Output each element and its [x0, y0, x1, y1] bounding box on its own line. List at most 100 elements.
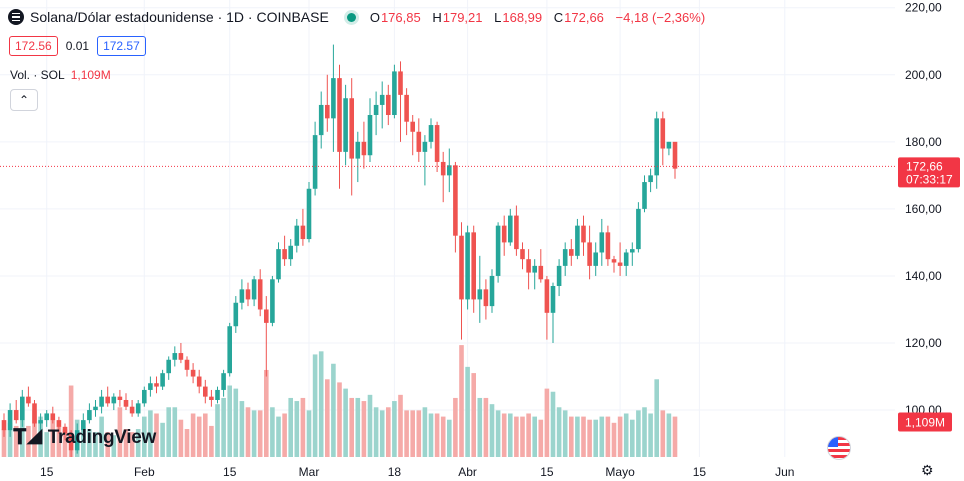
collapse-legend-button[interactable]: ⌃ — [10, 89, 38, 111]
volume-bar — [386, 407, 391, 457]
candle — [386, 94, 391, 115]
volume-bar — [1, 429, 7, 457]
candle — [538, 265, 544, 280]
x-tick-label: Abr — [458, 465, 477, 479]
candle — [160, 373, 165, 387]
volume-bar — [422, 407, 428, 457]
symbol-title[interactable]: Solana/Dólar estadounidense · 1D · COINB… — [30, 9, 329, 25]
candle — [416, 131, 422, 152]
candle — [648, 175, 653, 183]
tradingview-logo[interactable]: 𝐓◢ TradingView — [13, 426, 156, 450]
volume-bar — [642, 407, 647, 457]
candle — [87, 410, 92, 421]
x-tick-label: Jun — [775, 465, 794, 479]
volume-bar — [7, 422, 13, 457]
symbol-legend: Solana/Dólar estadounidense · 1D · COINB… — [8, 9, 705, 25]
candle — [355, 141, 361, 159]
volume-bar — [239, 401, 245, 457]
volume-legend: Vol. · SOL 1,109M — [10, 68, 111, 82]
candle — [453, 165, 458, 236]
volume-bar — [410, 410, 415, 457]
candle — [306, 188, 312, 240]
candle — [251, 279, 257, 300]
volume-bar — [514, 416, 519, 457]
volume-bar — [587, 419, 592, 457]
volume-bar — [447, 419, 452, 457]
candle — [196, 376, 202, 387]
volume-bar — [562, 410, 568, 457]
volume-bar — [355, 397, 361, 457]
candle — [556, 265, 562, 286]
candle — [337, 78, 342, 152]
sell-button[interactable]: 172.56 — [9, 36, 58, 56]
price-axis-bg — [897, 0, 964, 481]
candle — [117, 396, 123, 400]
y-tick-label: 160,00 — [905, 202, 942, 216]
volume-bar — [13, 425, 19, 457]
volume-bar — [56, 425, 62, 457]
volume-bar — [129, 432, 135, 457]
volume-bar — [294, 401, 300, 457]
candle — [227, 326, 232, 374]
volume-badge — [898, 412, 952, 432]
volume-bar — [453, 397, 458, 457]
candle — [422, 141, 428, 152]
buy-button[interactable]: 172.57 — [97, 36, 146, 56]
us-flag-icon[interactable] — [827, 436, 851, 460]
candle — [148, 383, 153, 390]
candle — [257, 279, 263, 310]
volume-bar — [495, 410, 501, 457]
volume-bar — [526, 413, 531, 457]
volume-bar — [196, 416, 202, 457]
volume-bar — [392, 401, 397, 457]
volume-bar — [550, 391, 556, 457]
volume-bar — [666, 413, 672, 457]
candle — [581, 225, 586, 243]
candle — [93, 406, 98, 411]
volume-bar — [318, 351, 324, 457]
volume-bar — [471, 373, 476, 457]
candle — [135, 403, 141, 414]
volume-bar — [117, 407, 123, 457]
y-tick-label: 140,00 — [905, 269, 942, 283]
volume-bar — [654, 379, 659, 457]
volume-bar — [532, 416, 537, 457]
candle — [129, 406, 135, 414]
candle — [636, 208, 641, 250]
candle — [373, 104, 379, 115]
candle — [550, 286, 556, 313]
candle — [465, 232, 470, 300]
candle — [672, 141, 678, 169]
gear-icon[interactable]: ⚙ — [921, 462, 934, 478]
candle — [392, 71, 397, 115]
candle — [318, 104, 324, 136]
volume-legend-value: 1,109M — [70, 68, 111, 82]
volume-bar — [483, 397, 489, 457]
candle — [575, 225, 580, 256]
candle — [264, 309, 269, 323]
candle — [288, 245, 293, 260]
volume-series — [1, 345, 678, 457]
candle — [495, 225, 501, 276]
candle — [471, 232, 476, 300]
volume-bar — [203, 413, 208, 457]
volume-bar — [87, 429, 92, 457]
candle — [166, 359, 171, 374]
candle — [520, 249, 525, 260]
volume-legend-label[interactable]: Vol. · SOL — [10, 68, 65, 82]
volume-bar — [331, 363, 336, 457]
y-tick-label: 200,00 — [905, 68, 942, 82]
volume-bar — [593, 419, 598, 457]
brand-name: TradingView — [47, 427, 157, 448]
volume-bar — [68, 385, 74, 457]
y-tick-label: 220,00 — [905, 1, 942, 15]
volume-bar — [99, 416, 104, 457]
candle — [203, 386, 208, 397]
candle — [569, 249, 574, 256]
candle — [325, 104, 330, 119]
candle — [630, 249, 635, 253]
candle — [1, 420, 7, 431]
volume-bar — [282, 413, 287, 457]
